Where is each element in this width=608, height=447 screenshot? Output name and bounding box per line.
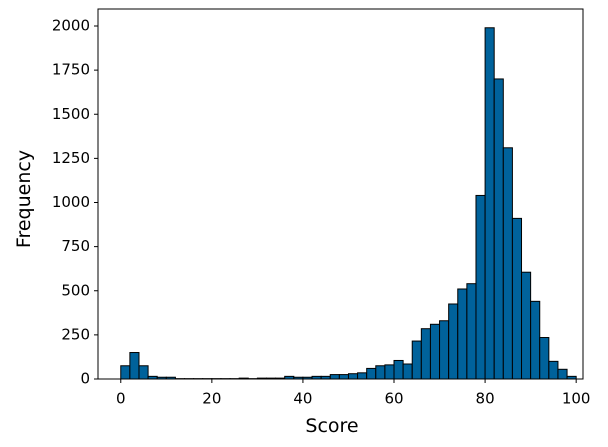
bar (375, 365, 386, 380)
bar (411, 340, 422, 380)
bar (357, 372, 368, 380)
y-tick-label: 2000 (52, 17, 90, 35)
y-tick-label: 1750 (52, 61, 90, 79)
bar (448, 303, 459, 380)
x-tick-label: 80 (476, 390, 495, 408)
y-tick-label: 1500 (52, 105, 90, 123)
bar (329, 374, 340, 380)
bar (457, 288, 468, 380)
x-tick-label: 0 (116, 390, 126, 408)
y-tick-label: 1250 (52, 149, 90, 167)
y-tick-label: 500 (61, 281, 90, 299)
y-tick-label: 750 (61, 237, 90, 255)
bar (548, 360, 559, 380)
bar (557, 368, 568, 380)
bar (530, 300, 541, 380)
bar (338, 374, 349, 380)
bar (521, 271, 532, 380)
bar (347, 373, 359, 380)
x-axis-label: Score (305, 415, 358, 437)
bar (466, 283, 477, 380)
bar (366, 367, 377, 380)
bar (402, 363, 413, 380)
y-axis-label: Frequency (13, 150, 35, 248)
bar (384, 364, 395, 380)
y-tick-label: 0 (80, 370, 90, 388)
bar (429, 323, 441, 380)
x-tick-label: 100 (562, 390, 591, 408)
bar (484, 27, 495, 380)
bar (539, 337, 550, 380)
y-tick-label: 1000 (52, 193, 90, 211)
x-tick-label: 40 (293, 390, 312, 408)
bar (439, 320, 450, 380)
bar (138, 365, 149, 380)
y-tick-label: 250 (61, 325, 90, 343)
bar (129, 352, 140, 380)
bar (511, 217, 523, 380)
bar (393, 359, 404, 380)
x-tick-label: 20 (202, 390, 221, 408)
bar (493, 78, 504, 380)
bar (502, 147, 513, 380)
plot-frame (97, 8, 584, 380)
bar (120, 365, 131, 380)
bar (475, 194, 486, 380)
x-tick-label: 60 (384, 390, 403, 408)
bar (420, 328, 431, 380)
